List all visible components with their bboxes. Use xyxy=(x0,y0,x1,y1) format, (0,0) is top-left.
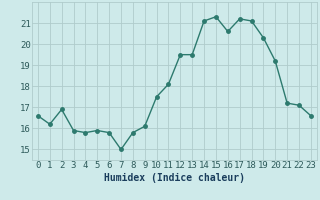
X-axis label: Humidex (Indice chaleur): Humidex (Indice chaleur) xyxy=(104,173,245,183)
